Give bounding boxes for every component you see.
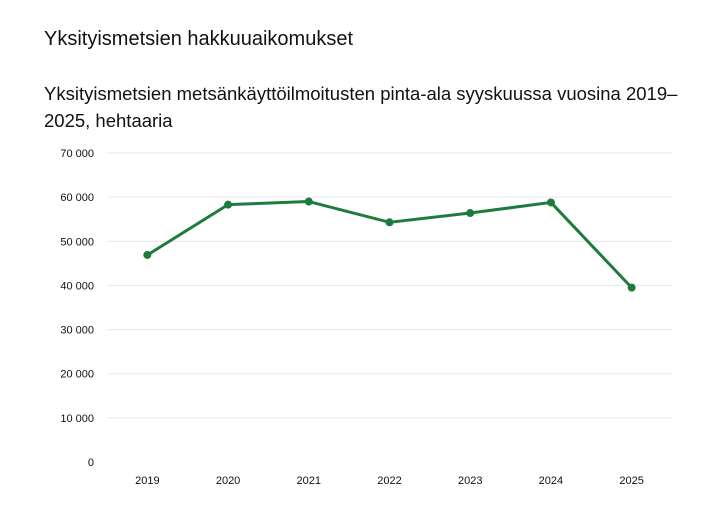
data-point [304, 197, 313, 206]
y-tick-label: 20 000 [60, 369, 94, 381]
y-tick-label: 40 000 [60, 280, 94, 292]
data-point [466, 209, 475, 218]
data-point [546, 198, 555, 207]
series-line [146, 200, 633, 289]
x-tick-label: 2020 [216, 475, 240, 487]
y-tick-label: 10 000 [60, 413, 94, 425]
x-tick-label: 2025 [619, 475, 643, 487]
y-tick-label: 60 000 [60, 192, 94, 204]
x-tick-label: 2019 [135, 475, 159, 487]
data-point [627, 283, 636, 292]
y-tick-label: 30 000 [60, 325, 94, 337]
y-tick-label: 70 000 [60, 148, 94, 160]
data-point [385, 218, 394, 227]
data-point [224, 200, 233, 209]
data-point [143, 250, 152, 259]
y-tick-label: 0 [88, 457, 94, 469]
chart-title: Yksityismetsien metsänkäyttöilmoitusten … [44, 83, 678, 131]
x-tick-label: 2021 [297, 475, 321, 487]
page-title: Yksityismetsien hakkuuaikomukset [44, 28, 354, 50]
x-tick-label: 2024 [539, 475, 563, 487]
y-tick-label: 50 000 [60, 236, 94, 248]
x-tick-label: 2023 [458, 475, 482, 487]
x-tick-label: 2022 [377, 475, 401, 487]
